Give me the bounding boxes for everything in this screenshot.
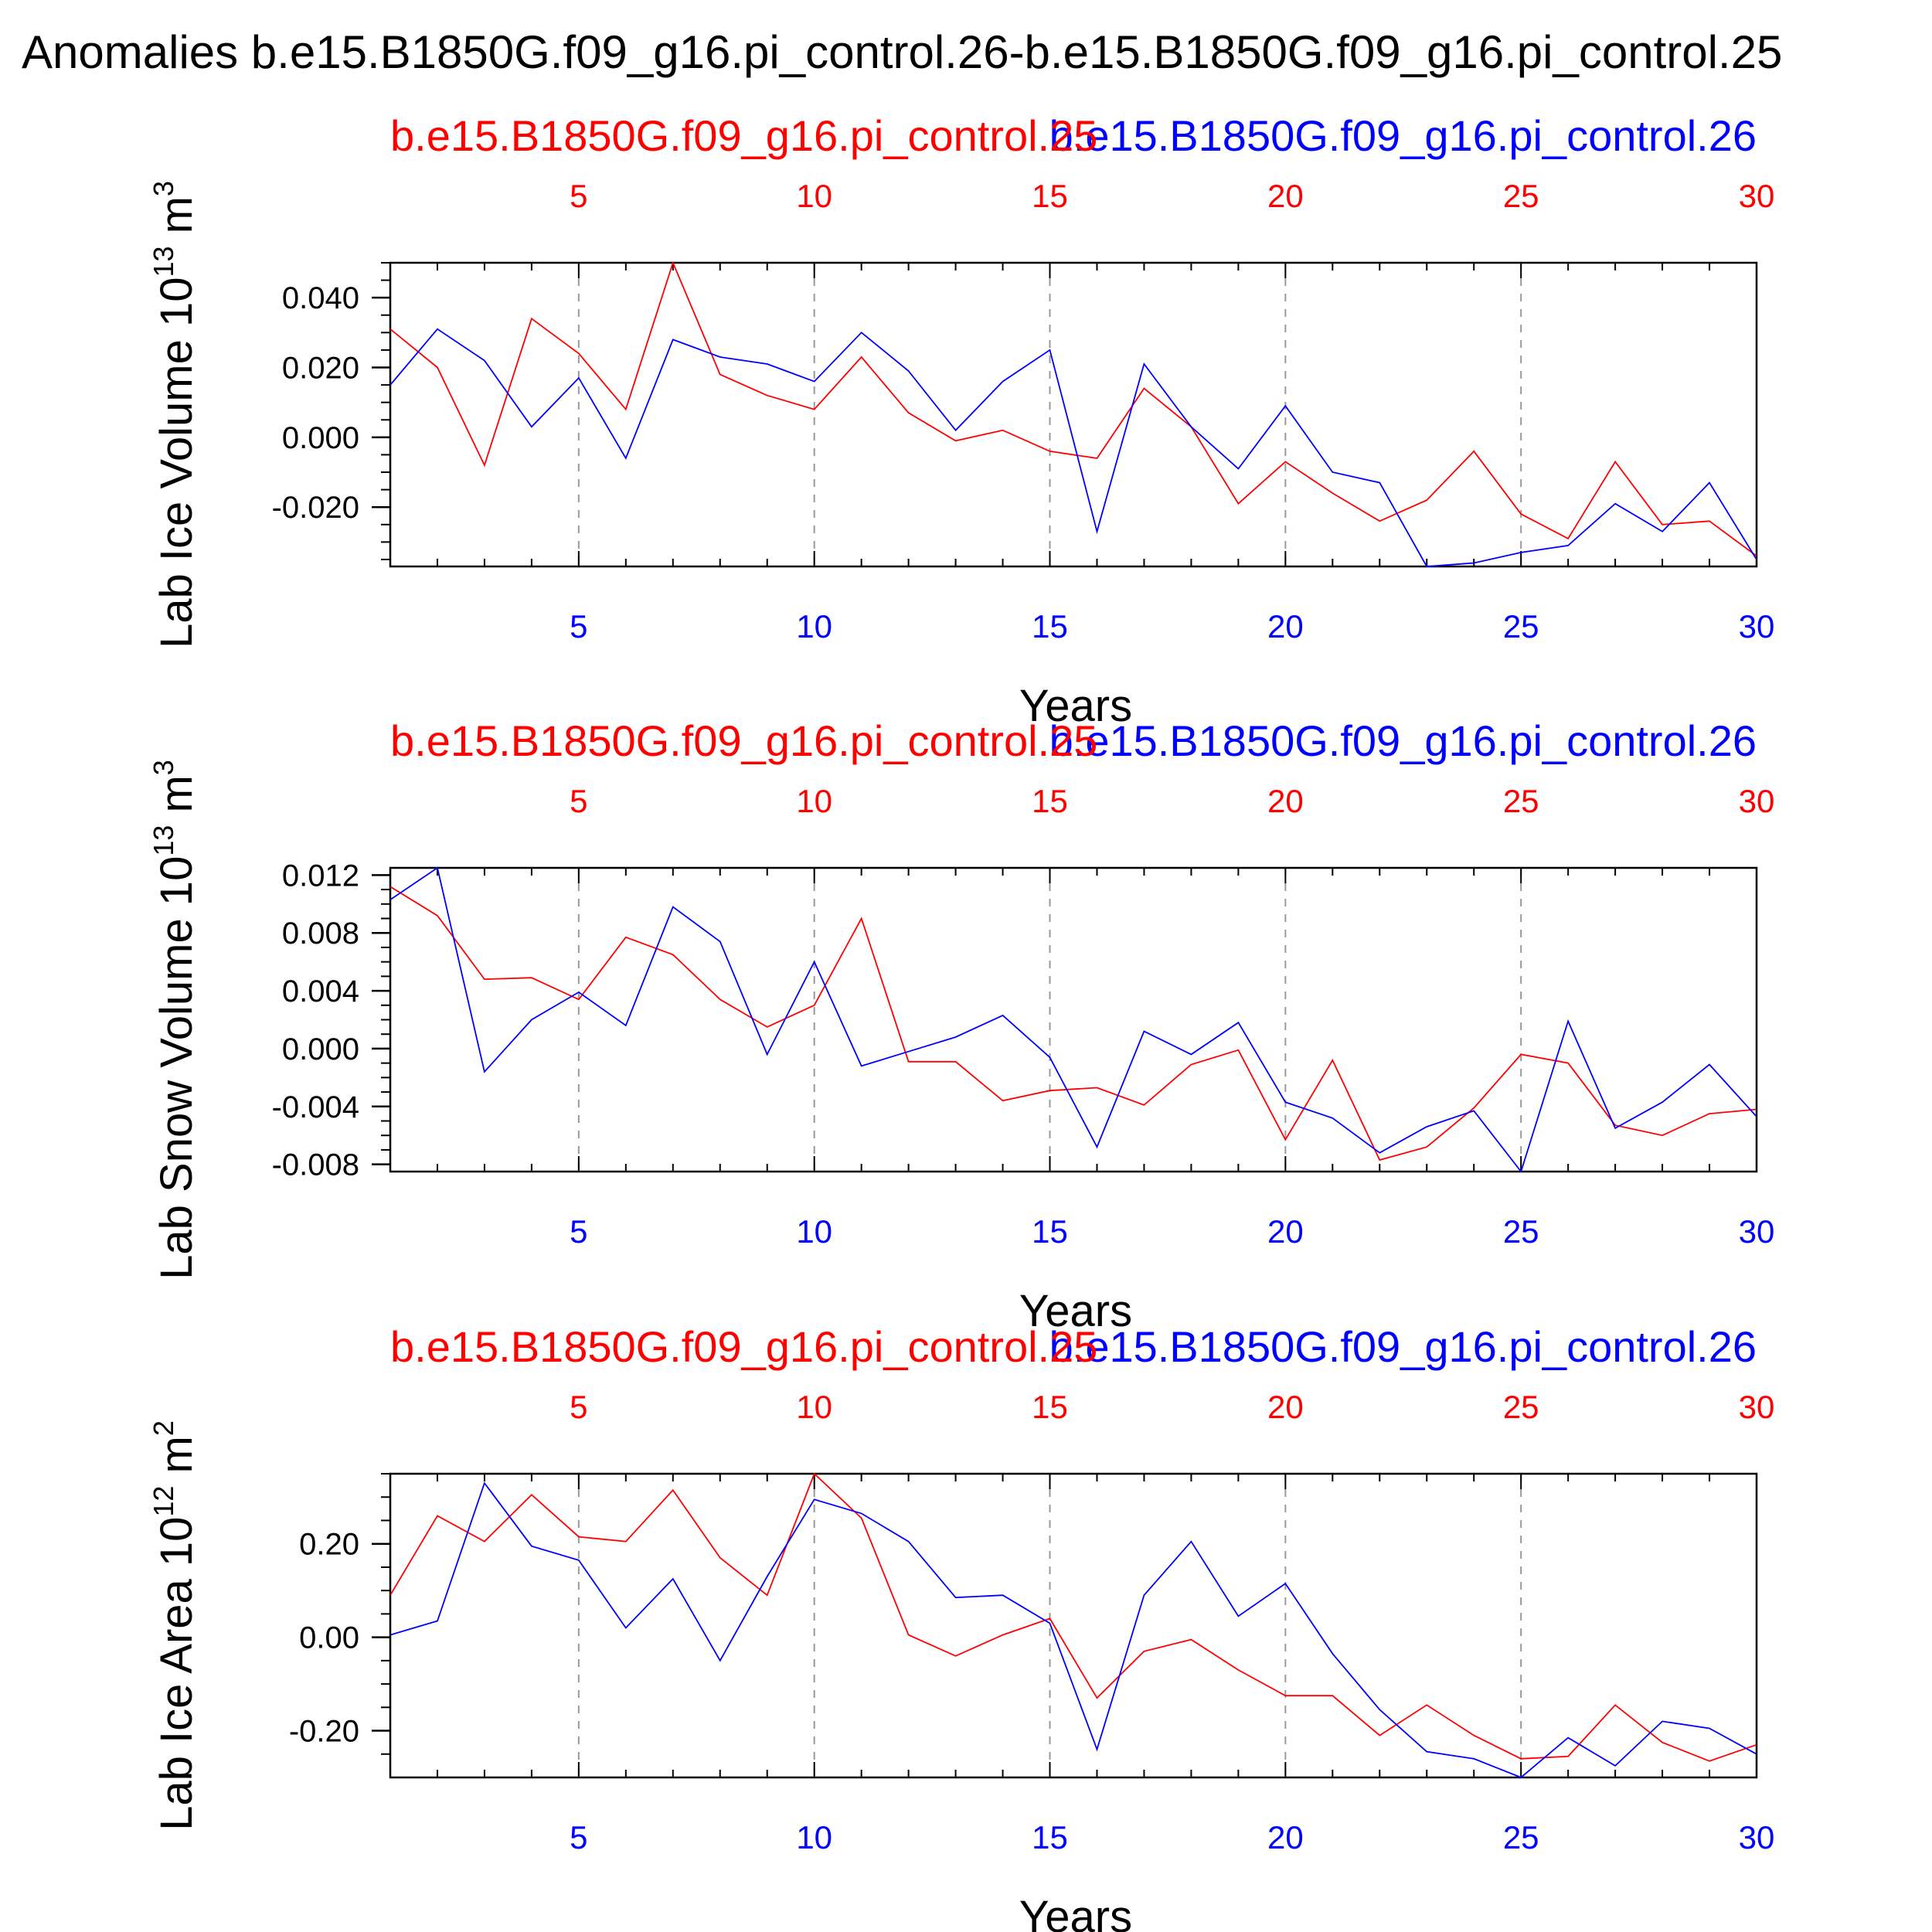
x-tick-label-top: 20 <box>1267 178 1304 214</box>
series-label-run-25: b.e15.B1850G.f09_g16.pi_control.25 <box>390 716 1097 765</box>
y-axis-label: Lab Snow Volume 1013 m3 <box>148 760 202 1280</box>
plot-frame <box>389 1472 1758 1779</box>
x-tick-label-bottom: 10 <box>796 608 832 645</box>
x-tick-label-bottom: 30 <box>1739 1819 1775 1855</box>
x-tick-label-top: 15 <box>1032 783 1068 819</box>
x-tick-label-bottom: 5 <box>570 608 587 645</box>
x-tick-label-bottom: 15 <box>1032 1213 1068 1250</box>
x-tick-label-bottom: 25 <box>1503 1819 1539 1855</box>
x-axis-label: Years <box>1019 1892 1132 1932</box>
x-tick-label-top: 25 <box>1503 178 1539 214</box>
x-tick-label-bottom: 20 <box>1267 1819 1304 1855</box>
x-tick-label-bottom: 5 <box>570 1819 587 1855</box>
y-tick-label: -0.004 <box>272 1090 359 1124</box>
chart-panels: 0.040 0.020 0.000 -0.020 5 5 10 10 15 15 20 20 25 25 3… <box>148 111 1774 1932</box>
x-tick-label-top: 5 <box>570 783 587 819</box>
series-label-run-25: b.e15.B1850G.f09_g16.pi_control.25 <box>390 111 1097 160</box>
x-tick-label-top: 10 <box>796 783 832 819</box>
x-tick-label-top: 20 <box>1267 783 1304 819</box>
series-line-run-25 <box>390 262 1757 557</box>
y-tick-label: 0.000 <box>282 421 359 455</box>
series-line-run-26 <box>390 328 1757 567</box>
x-tick-label-bottom: 25 <box>1503 1213 1539 1250</box>
series-line-run-25 <box>390 1473 1757 1762</box>
x-tick-label-top: 30 <box>1739 783 1775 819</box>
x-tick-label-top: 25 <box>1503 783 1539 819</box>
x-tick-label-top: 20 <box>1267 1389 1304 1425</box>
series-label-run-25: b.e15.B1850G.f09_g16.pi_control.25 <box>390 1322 1097 1371</box>
x-tick-label-top: 15 <box>1032 1389 1068 1425</box>
panel-2: 0.012 0.008 0.004 0.000 -0.004 -0.008 5 5 10 10 15… <box>148 716 1774 1336</box>
x-axis-label: Years <box>1019 1286 1132 1336</box>
x-tick-label-top: 15 <box>1032 178 1068 214</box>
x-tick-label-top: 5 <box>570 178 587 214</box>
y-tick-label: 0.00 <box>299 1621 359 1655</box>
x-tick-label-bottom: 5 <box>570 1213 587 1250</box>
y-tick-label: 0.040 <box>282 281 359 315</box>
series-label-run-26: b.e15.B1850G.f09_g16.pi_control.26 <box>1049 1322 1757 1371</box>
x-tick-label-top: 10 <box>796 178 832 214</box>
x-tick-label-bottom: 10 <box>796 1819 832 1855</box>
x-tick-label-top: 30 <box>1739 178 1775 214</box>
plot-frame <box>389 261 1758 568</box>
x-tick-label-bottom: 30 <box>1739 608 1775 645</box>
x-axis-label: Years <box>1019 681 1132 731</box>
x-tick-label-bottom: 15 <box>1032 608 1068 645</box>
panel-3: 0.20 0.00 -0.20 5 5 10 10 15 15 20 20 25 25 30 30 b.e15… <box>148 1322 1774 1932</box>
x-tick-label-bottom: 20 <box>1267 608 1304 645</box>
y-tick-label: 0.004 <box>282 975 359 1009</box>
y-tick-label: -0.020 <box>272 491 359 525</box>
series-label-run-26: b.e15.B1850G.f09_g16.pi_control.26 <box>1049 111 1757 160</box>
y-tick-label: -0.008 <box>272 1148 359 1182</box>
y-tick-label: 0.012 <box>282 859 359 893</box>
y-axis-label: Lab Ice Area 1012 m2 <box>148 1420 202 1831</box>
panel-1: 0.040 0.020 0.000 -0.020 5 5 10 10 15 15 20 20 25 25 3… <box>148 111 1774 731</box>
x-tick-label-top: 10 <box>796 1389 832 1425</box>
y-tick-label: 0.000 <box>282 1032 359 1066</box>
series-label-run-26: b.e15.B1850G.f09_g16.pi_control.26 <box>1049 716 1757 765</box>
y-tick-label: -0.20 <box>289 1715 359 1749</box>
y-tick-label: 0.20 <box>299 1528 359 1562</box>
y-tick-label: 0.020 <box>282 352 359 386</box>
x-tick-label-bottom: 15 <box>1032 1819 1068 1855</box>
figure-title: Anomalies b.e15.B1850G.f09_g16.pi_contro… <box>22 26 1782 78</box>
plot-frame <box>389 866 1758 1173</box>
y-axis-label: Lab Ice Volume 1013 m3 <box>148 181 202 648</box>
series-line-run-25 <box>390 886 1757 1162</box>
series-line-run-26 <box>390 867 1757 1172</box>
x-tick-label-top: 5 <box>570 1389 587 1425</box>
x-tick-label-top: 25 <box>1503 1389 1539 1425</box>
y-tick-label: 0.008 <box>282 917 359 951</box>
x-tick-label-bottom: 20 <box>1267 1213 1304 1250</box>
x-tick-label-bottom: 25 <box>1503 608 1539 645</box>
series-line-run-26 <box>390 1481 1757 1778</box>
x-tick-label-bottom: 10 <box>796 1213 832 1250</box>
x-tick-label-bottom: 30 <box>1739 1213 1775 1250</box>
x-tick-label-top: 30 <box>1739 1389 1775 1425</box>
